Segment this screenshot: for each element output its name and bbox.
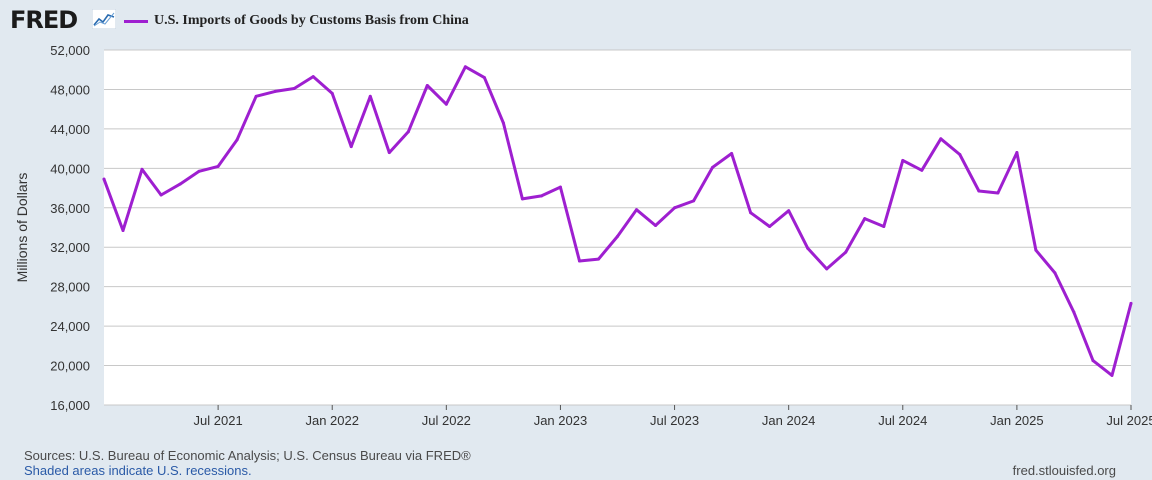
data-point [692,199,696,203]
data-point [387,151,391,155]
data-point [292,86,296,90]
legend-swatch [124,19,148,23]
data-point [311,75,315,79]
data-point [425,84,429,87]
data-point [349,145,353,149]
data-point [140,167,144,171]
x-tick-label: Jul 2021 [194,413,243,428]
data-point [958,153,962,157]
data-point [159,193,163,197]
chart-header: FRED U.S. Imports of Goods by Customs Ba… [0,0,1152,40]
plot-area [104,50,1131,405]
data-point [482,76,486,80]
data-point [463,65,467,69]
data-point [178,182,182,186]
data-point [577,259,581,263]
x-tick-label: Jul 2023 [650,413,699,428]
data-point [520,197,524,201]
data-point [1091,359,1095,363]
data-point [920,168,924,172]
y-tick-label: 16,000 [50,398,90,413]
data-point [1129,301,1133,305]
data-point [730,152,734,156]
y-tick-label: 20,000 [50,359,90,374]
data-point [654,224,658,228]
data-point [1034,248,1038,252]
data-point [501,121,505,125]
data-point [596,257,600,261]
data-point [1015,151,1019,155]
data-point [235,138,239,142]
y-tick-label: 48,000 [50,82,90,97]
legend: U.S. Imports of Goods by Customs Basis f… [124,11,469,31]
x-tick-label: Jan 2025 [990,413,1044,428]
data-point [673,206,677,210]
data-point [368,94,372,98]
recessions-note[interactable]: Shaded areas indicate U.S. recessions. [24,463,252,478]
x-tick-label: Jan 2024 [762,413,816,428]
x-tick-label: Jul 2022 [422,413,471,428]
y-tick-label: 44,000 [50,122,90,137]
legend-label: U.S. Imports of Goods by Customs Basis f… [154,13,469,28]
data-point [197,169,201,173]
data-point [406,130,410,134]
data-point [844,250,848,254]
data-point [977,189,981,193]
data-point [901,158,905,162]
data-point [616,234,619,238]
data-point [768,225,772,229]
y-tick-label: 36,000 [50,201,90,216]
data-point [787,209,791,213]
sources-text: Sources: U.S. Bureau of Economic Analysi… [24,448,471,463]
fred-url[interactable]: fred.stlouisfed.org [1012,463,1116,478]
data-point [539,194,543,198]
y-tick-label: 32,000 [50,240,90,255]
data-point [749,211,753,215]
data-point [882,225,886,229]
data-point [1110,373,1114,377]
data-point [711,165,715,169]
data-point [254,94,258,98]
data-point [1053,271,1057,275]
data-point [102,177,106,181]
data-point [863,217,867,221]
data-point [444,102,448,106]
line-chart: 16,000 20,000 24,000 28,000 32,000 36,000 40,0… [14,43,1152,428]
data-point [996,191,1000,195]
trend-line-icon [92,9,116,29]
y-tick-label: 40,000 [50,161,90,176]
y-tick-label: 24,000 [50,319,90,334]
fred-logo[interactable]: FRED [10,6,78,34]
x-tick-label: Jul 2025 [1106,413,1152,428]
data-point [1072,310,1076,314]
data-point [558,185,562,189]
x-tick-label: Jan 2022 [305,413,359,428]
y-tick-label: 28,000 [50,280,90,295]
x-tick-label: Jul 2024 [878,413,927,428]
data-point [806,246,810,250]
x-tick-label: Jan 2023 [534,413,588,428]
data-point [121,228,125,232]
data-point [939,137,943,141]
data-point [273,89,277,93]
data-point [635,208,639,212]
data-point [330,91,334,95]
data-point [825,267,829,271]
y-tick-label: 52,000 [50,43,90,58]
y-axis-label: Millions of Dollars [14,173,30,283]
data-point [216,164,220,168]
